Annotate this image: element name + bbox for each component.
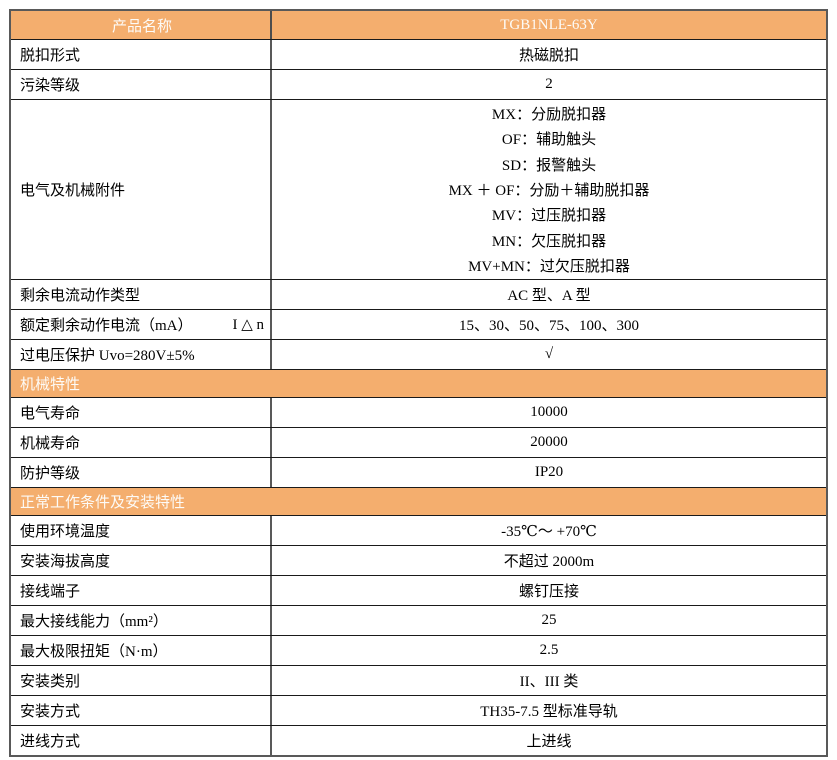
row-value: 15、30、50、75、100、300 <box>458 318 639 334</box>
row-value: II、III 类 <box>519 674 579 690</box>
product-spec-table: 产品名称 TGB1NLE-63Y 脱扣形式 热磁脱扣 污染等级 2 电气及机械附… <box>9 9 828 757</box>
table-row: 使用环境温度 -35℃～ +70℃ <box>11 515 826 545</box>
row-label: 最大接线能力（mm²） <box>11 606 272 635</box>
row-value: 25 <box>541 612 557 628</box>
row-label: 污染等级 <box>11 70 272 99</box>
row-label: 进线方式 <box>11 726 272 755</box>
row-value: 10000 <box>530 404 568 420</box>
table-row: 额定剩余动作电流（mA） I △ n 15、30、50、75、100、300 <box>11 309 826 339</box>
row-value: 不超过 2000m <box>503 554 595 570</box>
table-row: 安装类别 II、III 类 <box>11 665 826 695</box>
table-row: 进线方式 上进线 <box>11 725 826 755</box>
accessory-item: MV+MN：过欠压脱扣器 <box>468 258 630 275</box>
row-label: 电气及机械附件 <box>11 100 272 279</box>
row-label: 额定剩余动作电流（mA） I △ n <box>11 310 272 339</box>
row-value: 热磁脱扣 <box>518 48 579 64</box>
table-row: 防护等级 IP20 <box>11 457 826 487</box>
table-row: 安装方式 TH35-7.5 型标准导轨 <box>11 695 826 725</box>
table-header-row: 产品名称 TGB1NLE-63Y <box>11 11 826 39</box>
accessory-item: MX：分励脱扣器 <box>491 107 607 124</box>
product-model: TGB1NLE-63Y <box>500 16 598 33</box>
table-row-accessories: 电气及机械附件 MX：分励脱扣器 OF：辅助触头 SD：报警触头 MX ＋ OF… <box>11 99 826 279</box>
accessory-item: OF：辅助触头 <box>501 132 597 149</box>
table-row: 过电压保护 Uvo=280V±5% √ <box>11 339 826 369</box>
accessory-item: MX ＋ OF：分励＋辅助脱扣器 <box>448 183 650 199</box>
row-label: 脱扣形式 <box>11 40 272 69</box>
row-value: -35℃～ +70℃ <box>501 524 597 540</box>
row-label: 防护等级 <box>11 458 272 487</box>
row-label: 过电压保护 Uvo=280V±5% <box>11 340 272 369</box>
row-label: 安装方式 <box>11 696 272 725</box>
product-name-header: 产品名称 <box>11 11 272 39</box>
table-row: 剩余电流动作类型 AC 型、A 型 <box>11 279 826 309</box>
table-row: 污染等级 2 <box>11 69 826 99</box>
section-header-installation: 正常工作条件及安装特性 <box>11 487 826 515</box>
row-value: 2.5 <box>539 642 559 658</box>
table-row: 最大极限扭矩（N·m） 2.5 <box>11 635 826 665</box>
accessory-item: MN：欠压脱扣器 <box>491 233 607 250</box>
accessory-item: SD：报警触头 <box>501 157 597 174</box>
table-row: 安装海拔高度 不超过 2000m <box>11 545 826 575</box>
table-row: 最大接线能力（mm²） 25 <box>11 605 826 635</box>
row-label: 使用环境温度 <box>11 516 272 545</box>
table-row: 电气寿命 10000 <box>11 397 826 427</box>
accessories-list: MX：分励脱扣器 OF：辅助触头 SD：报警触头 MX ＋ OF：分励＋辅助脱扣… <box>272 100 826 279</box>
row-label: 安装海拔高度 <box>11 546 272 575</box>
row-value: IP20 <box>534 464 564 480</box>
row-label: 电气寿命 <box>11 398 272 427</box>
table-row: 脱扣形式 热磁脱扣 <box>11 39 826 69</box>
accessory-item: MV：过压脱扣器 <box>491 208 607 225</box>
table-row: 接线端子 螺钉压接 <box>11 575 826 605</box>
row-label: 安装类别 <box>11 666 272 695</box>
table-row: 机械寿命 20000 <box>11 427 826 457</box>
row-value: 2 <box>545 76 553 92</box>
row-label: 剩余电流动作类型 <box>11 280 272 309</box>
row-value: 上进线 <box>526 734 572 750</box>
row-label-symbol: I △ n <box>232 317 264 333</box>
row-label: 接线端子 <box>11 576 272 605</box>
row-label: 最大极限扭矩（N·m） <box>11 636 272 665</box>
row-value: 螺钉压接 <box>518 584 579 600</box>
row-label-text: 额定剩余动作电流（mA） <box>20 318 193 334</box>
row-label: 机械寿命 <box>11 428 272 457</box>
row-value: 20000 <box>530 434 568 450</box>
checkmark-value: √ <box>544 346 554 362</box>
row-value: TH35-7.5 型标准导轨 <box>480 704 618 720</box>
section-header-mechanical: 机械特性 <box>11 369 826 397</box>
row-value: AC 型、A 型 <box>507 288 591 304</box>
